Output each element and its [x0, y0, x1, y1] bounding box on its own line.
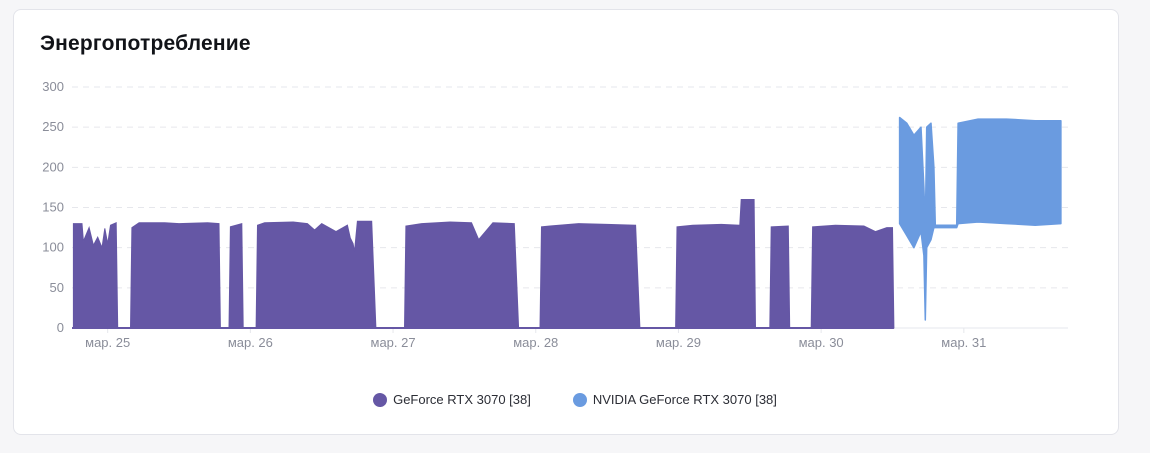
y-tick-label: 0 [57, 320, 64, 335]
x-tick-label: мар. 31 [941, 335, 986, 350]
x-tick-label: мар. 30 [799, 335, 844, 350]
x-tick-label: мар. 26 [228, 335, 273, 350]
y-tick-label: 250 [42, 119, 64, 134]
legend-swatch-series-1 [373, 392, 388, 407]
series-2-band [898, 116, 1062, 321]
x-tick-label: мар. 28 [513, 335, 558, 350]
legend-item-series-2[interactable]: NVIDIA GeForce RTX 3070 [38] [572, 392, 777, 407]
legend-label-series-2: NVIDIA GeForce RTX 3070 [38] [592, 392, 777, 407]
chart-legend: GeForce RTX 3070 [38] NVIDIA GeForce RTX… [0, 392, 1150, 407]
y-tick-label: 200 [42, 159, 64, 174]
legend-swatch-series-2 [572, 392, 587, 407]
legend-item-series-1[interactable]: GeForce RTX 3070 [38] [373, 392, 531, 407]
x-tick-label: мар. 27 [371, 335, 416, 350]
y-tick-label: 50 [50, 280, 64, 295]
y-tick-label: 300 [42, 79, 64, 94]
x-tick-label: мар. 29 [656, 335, 701, 350]
legend-label-series-1: GeForce RTX 3070 [38] [393, 392, 531, 407]
series-1-area [72, 199, 895, 329]
x-tick-label: мар. 25 [85, 335, 130, 350]
card-title: Энергопотребление [40, 32, 251, 55]
y-tick-label: 150 [42, 200, 64, 215]
y-tick-label: 100 [42, 240, 64, 255]
